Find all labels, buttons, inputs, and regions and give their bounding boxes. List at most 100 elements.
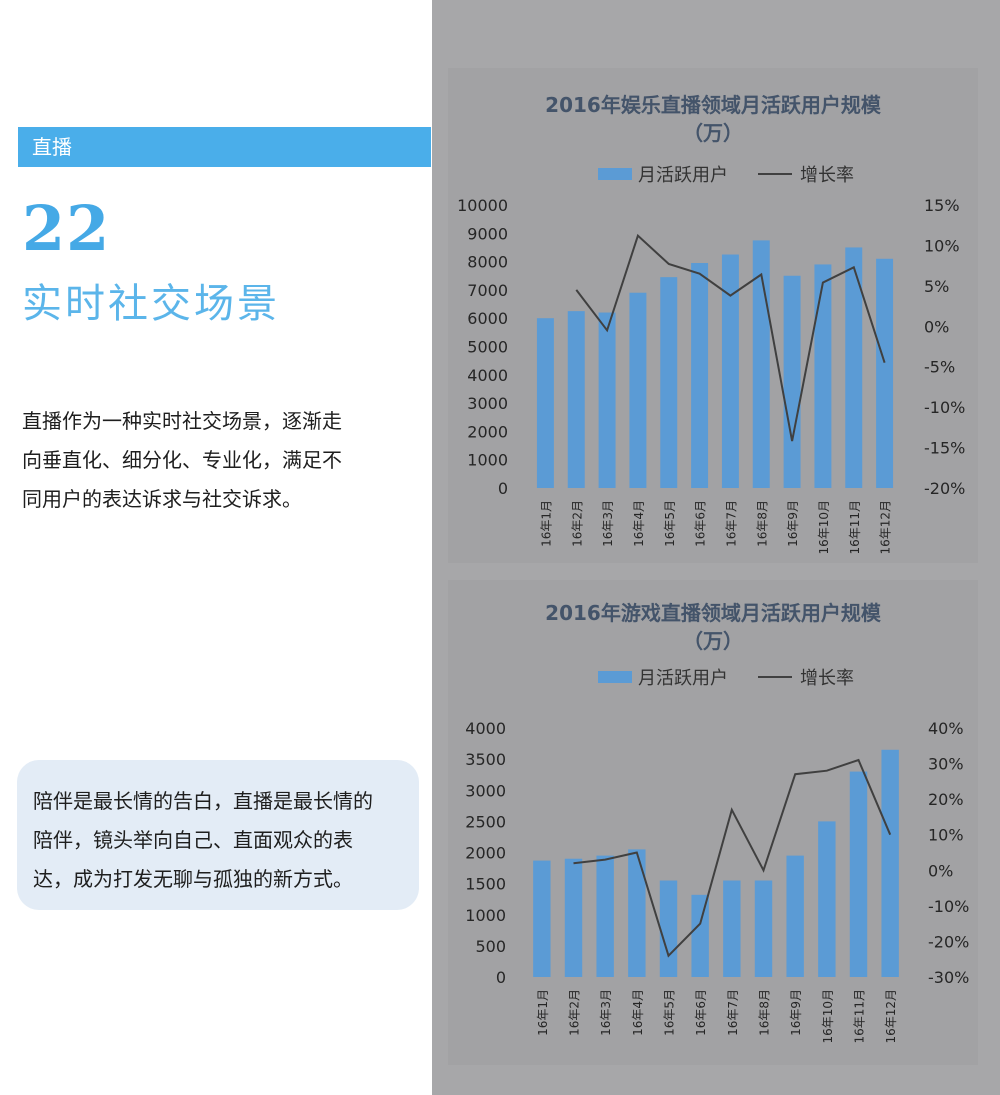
y-tick-label: 4000 [465, 719, 506, 738]
x-tick-label: 16年5月 [663, 989, 677, 1036]
page-number: 22 [22, 192, 111, 265]
x-tick-label: 16年12月 [884, 989, 898, 1044]
x-tick-label: 16年3月 [599, 989, 613, 1036]
bar [814, 264, 832, 488]
growth-rate-line [573, 758, 892, 958]
quote-line: 达，成为打发无聊与孤独的新方式。 [33, 867, 353, 891]
bar [723, 880, 741, 977]
y2-tick-label: -10% [928, 897, 969, 916]
y-tick-label: 8000 [467, 253, 508, 272]
y-tick-label: 10000 [457, 196, 508, 215]
paragraph-line: 直播作为一种实时社交场景，逐渐走 [22, 409, 342, 433]
bar [845, 247, 863, 488]
x-tick-label: 16年3月 [601, 500, 615, 547]
y2-tick-label: -20% [924, 479, 965, 498]
bar [567, 311, 585, 488]
x-tick-label: 16年9月 [789, 989, 803, 1036]
bar [564, 858, 583, 977]
y2-tick-label: 10% [924, 236, 960, 255]
y-tick-label: 1000 [465, 906, 506, 925]
logo-icon [8, 1070, 44, 1089]
y2-tick-label: -5% [924, 358, 955, 377]
chart-game: 2016年游戏直播领域月活跃用户规模 （万） 月活跃用户 增长率 4000 3500 300… [465, 601, 969, 1044]
quote-box: 陪伴是最长情的告白，直播是最长情的 陪伴，镜头举向自己、直面观众的表 达，成为打… [17, 760, 419, 910]
legend-bar-swatch [598, 168, 632, 180]
bar [659, 880, 678, 977]
chart-title-unit: （万） [683, 121, 743, 145]
legend-bar-swatch [598, 671, 632, 683]
x-tick-label: 16年9月 [786, 500, 800, 547]
logo-text: 大数跨境 [52, 1066, 132, 1090]
y-tick-label: 3000 [465, 781, 506, 800]
x-tick-label: 16年6月 [694, 500, 708, 547]
bar [691, 894, 709, 977]
bar [786, 855, 804, 977]
y2-tick-label: -10% [924, 398, 965, 417]
x-tick-label: 16年2月 [570, 500, 584, 547]
bar [849, 771, 868, 977]
x-tick-label: 16年12月 [879, 500, 893, 555]
y2-tick-label: 0% [928, 861, 953, 880]
bar [596, 855, 614, 977]
bar [536, 318, 554, 488]
chart-entertainment: 2016年娱乐直播领域月活跃用户规模（万）月活跃用户 增长率10000900080… [457, 93, 965, 555]
x-tick-label: 16年7月 [724, 500, 738, 547]
growth-rate-line [575, 233, 886, 442]
y-tick-label: 6000 [467, 309, 508, 328]
chart-title: 2016年娱乐直播领域月活跃用户规模 [545, 93, 882, 117]
paragraph-line: 同用户的表达诉求与社交诉求。 [22, 487, 302, 511]
x-tick-label: 16年10月 [821, 989, 835, 1044]
y2-tick-label: 30% [928, 755, 964, 774]
y-tick-label: 3500 [465, 750, 506, 769]
bar [598, 312, 616, 488]
bar [691, 263, 709, 488]
x-tick-label: 16年2月 [568, 989, 582, 1036]
x-tick-label: 16年4月 [632, 500, 646, 547]
y-tick-label: 5000 [467, 338, 508, 357]
quote-line: 陪伴是最长情的告白，直播是最长情的 [33, 789, 373, 813]
page-title: 实时社交场景 [22, 281, 280, 327]
bar [881, 749, 899, 977]
y-tick-label: 7000 [467, 281, 508, 300]
paragraph-line: 向垂直化、细分化、专业化，满足不 [22, 448, 342, 472]
bar [754, 880, 773, 977]
legend-line-label: 增长率 [800, 165, 854, 186]
bar [876, 258, 894, 488]
x-tick-label: 16年8月 [758, 989, 772, 1036]
bar [660, 277, 678, 488]
y-tick-label: 2500 [465, 812, 506, 831]
y-tick-label: 0 [496, 968, 506, 987]
y2-tick-label: -20% [928, 932, 969, 951]
y-tick-label: 3000 [467, 394, 508, 413]
y-tick-label: 0 [498, 479, 508, 498]
left-column: 直播 22 实时社交场景 直播作为一种实时社交场景，逐渐走 向垂直化、细分化、专… [0, 0, 432, 1095]
y2-tick-label: 15% [924, 196, 960, 215]
y-tick-label: 2000 [465, 844, 506, 863]
x-tick-label: 16年5月 [663, 500, 677, 547]
y2-tick-label: 40% [928, 719, 964, 738]
y2-tick-label: -15% [924, 439, 965, 458]
x-tick-label: 16年11月 [848, 500, 862, 555]
y-tick-label: 4000 [467, 366, 508, 385]
bar [533, 860, 551, 977]
legend-bar-label: 月活跃用户 [638, 668, 728, 689]
quote-line: 陪伴，镜头举向自己、直面观众的表 [33, 828, 353, 852]
x-tick-label: 16年6月 [694, 989, 708, 1036]
bar [783, 275, 801, 488]
y-tick-label: 1500 [465, 875, 506, 894]
watermark-logo: 大数跨境 [8, 1062, 132, 1091]
chart-title: 2016年游戏直播领域月活跃用户规模 [545, 601, 882, 625]
y2-tick-label: 5% [924, 277, 949, 296]
x-tick-label: 16年1月 [539, 500, 553, 547]
x-tick-label: 16年7月 [726, 989, 740, 1036]
chart-panel-game: 2016年游戏直播领域月活跃用户规模 （万） 月活跃用户 增长率 4000 3500 300… [448, 580, 978, 1065]
bar [721, 254, 739, 488]
legend-bar-label: 月活跃用户 [638, 165, 728, 186]
y2-tick-label: 20% [928, 790, 964, 809]
intro-paragraph: 直播作为一种实时社交场景，逐渐走 向垂直化、细分化、专业化，满足不 同用户的表达… [22, 402, 392, 519]
bar [629, 292, 647, 488]
y2-tick-label: 10% [928, 826, 964, 845]
section-bar: 直播 [18, 127, 431, 167]
y-tick-label: 2000 [467, 422, 508, 441]
y2-tick-label: -30% [928, 968, 969, 987]
